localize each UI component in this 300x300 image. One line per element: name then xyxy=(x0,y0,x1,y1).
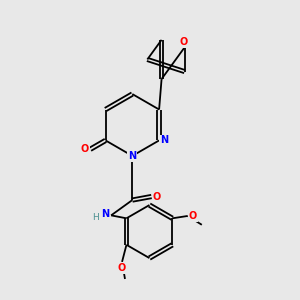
Text: O: O xyxy=(118,263,126,273)
Text: H: H xyxy=(92,213,99,222)
Text: O: O xyxy=(81,144,89,154)
Text: O: O xyxy=(189,211,197,221)
Text: N: N xyxy=(160,135,168,146)
Text: N: N xyxy=(128,151,136,161)
Text: N: N xyxy=(101,209,109,219)
Text: O: O xyxy=(179,37,187,47)
Text: O: O xyxy=(153,191,161,202)
